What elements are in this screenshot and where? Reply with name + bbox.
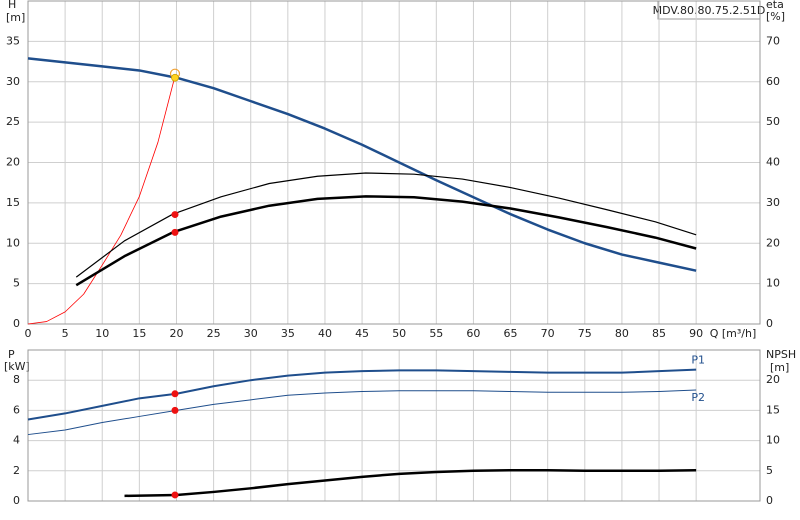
data-point	[171, 228, 179, 236]
y2-tick-label: 10	[766, 277, 780, 290]
y2-axis-unit: [%]	[766, 10, 785, 23]
x-tick-label: 75	[578, 327, 592, 340]
x-tick-label: 60	[466, 327, 480, 340]
x-tick-label: 20	[169, 327, 183, 340]
y-tick-label: 0	[13, 317, 20, 330]
y2-tick-label: 0	[766, 494, 773, 507]
x-tick-label: 45	[355, 327, 369, 340]
y-tick-label: 25	[6, 115, 20, 128]
y-axis-label: H	[8, 0, 16, 11]
data-point	[171, 390, 179, 398]
y-tick-label: 10	[6, 236, 20, 249]
x-tick-label: 25	[207, 327, 221, 340]
y-tick-label: 35	[6, 34, 20, 47]
y-tick-label: 15	[6, 196, 20, 209]
x-tick-label: 35	[281, 327, 295, 340]
data-point	[171, 406, 179, 414]
y-tick-label: 30	[6, 75, 20, 88]
y-tick-label: 2	[13, 464, 20, 477]
data-point	[171, 73, 179, 82]
plot-frame	[27, 0, 761, 325]
y-tick-label: 8	[13, 373, 20, 386]
x-tick-label: 50	[392, 327, 406, 340]
curve	[27, 75, 176, 325]
y2-tick-label: 15	[766, 403, 780, 416]
x-axis-label: Q [m³/h]	[710, 327, 757, 340]
curve	[75, 195, 697, 287]
y2-tick-label: 70	[766, 34, 780, 47]
y2-axis-label: NPSH	[766, 348, 796, 361]
chart-title: MDV.80.80.75.2.51D	[653, 4, 766, 17]
curve	[27, 57, 697, 272]
y2-tick-label: 50	[766, 115, 780, 128]
y-tick-label: 20	[6, 156, 20, 169]
plot-frame	[27, 349, 761, 502]
y2-tick-label: 20	[766, 236, 780, 249]
x-tick-label: 10	[95, 327, 109, 340]
y2-tick-label: 60	[766, 75, 780, 88]
x-tick-label: 15	[132, 327, 146, 340]
data-point	[171, 211, 179, 219]
y2-tick-label: 20	[766, 373, 780, 386]
x-tick-label: 85	[652, 327, 666, 340]
y-axis-unit: [kW]	[4, 360, 30, 373]
x-tick-label: 90	[689, 327, 703, 340]
x-tick-label: 80	[615, 327, 629, 340]
series-label: P1	[691, 354, 705, 367]
data-point	[171, 491, 179, 499]
x-tick-label: 65	[504, 327, 518, 340]
x-tick-label: 40	[318, 327, 332, 340]
y2-tick-label: 5	[766, 464, 773, 477]
y-tick-label: 4	[13, 434, 20, 447]
y-tick-label: 6	[13, 403, 20, 416]
y-tick-label: 5	[13, 277, 20, 290]
y2-tick-label: 10	[766, 434, 780, 447]
y2-tick-label: 30	[766, 196, 780, 209]
y2-tick-label: 0	[766, 317, 773, 330]
y-axis-label: P	[8, 348, 15, 361]
y-tick-label: 0	[13, 494, 20, 507]
y-axis-unit: [m]	[6, 11, 25, 24]
y2-axis-unit: [m]	[770, 361, 789, 374]
x-tick-label: 30	[244, 327, 258, 340]
curve	[27, 368, 697, 421]
series-label: P2	[691, 391, 705, 404]
curve	[27, 389, 697, 436]
x-tick-label: 0	[25, 327, 32, 340]
y2-tick-label: 40	[766, 156, 780, 169]
y2-axis-label: eta	[766, 0, 784, 11]
x-tick-label: 55	[429, 327, 443, 340]
x-tick-label: 70	[541, 327, 555, 340]
curve	[75, 172, 697, 278]
x-tick-label: 5	[62, 327, 69, 340]
curve	[124, 468, 697, 498]
